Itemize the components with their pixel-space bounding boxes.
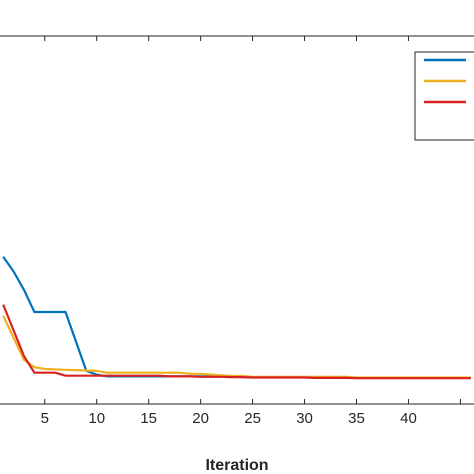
legend-box [414, 51, 474, 141]
x-tick-label: 35 [348, 410, 365, 427]
legend [414, 51, 474, 141]
x-tick-label: 15 [140, 410, 157, 427]
x-ticks: 5 10 15 20 25 30 35 40 [41, 36, 461, 427]
series-line-1 [2, 256, 471, 379]
axes-box [0, 35, 474, 405]
x-tick-label: 30 [296, 410, 313, 427]
x-axis-label: Iteration [205, 457, 268, 474]
series-line-2 [2, 315, 471, 379]
x-tick-label: 40 [400, 410, 417, 427]
series-line-3 [2, 304, 471, 380]
x-tick-label: 20 [192, 410, 209, 427]
series-layer [2, 256, 471, 380]
x-tick-label: 5 [41, 410, 49, 427]
x-tick-label: 10 [88, 410, 105, 427]
x-tick-label: 25 [244, 410, 261, 427]
